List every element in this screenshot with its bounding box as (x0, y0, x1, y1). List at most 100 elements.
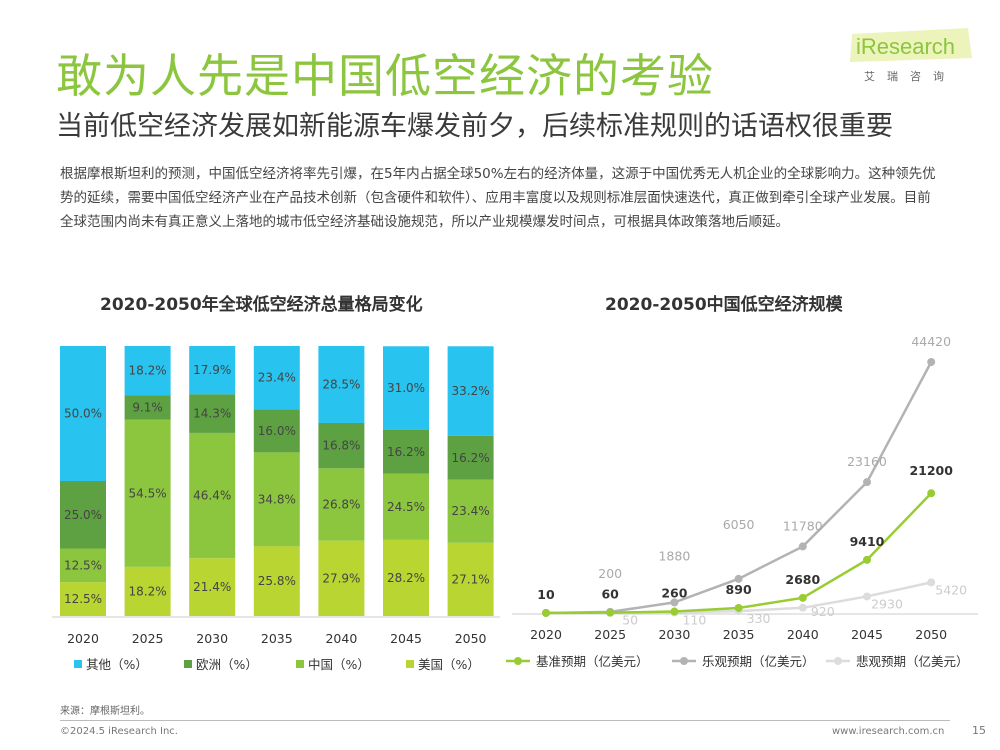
bar-data-label: 16.2% (452, 451, 490, 465)
x-tick-label: 2045 (390, 631, 422, 646)
page-subtitle: 当前低空经济发展如新能源车爆发前夕，后续标准规则的话语权很重要 (56, 111, 893, 142)
legend-label: 美国（%） (418, 657, 480, 672)
legend-swatch (406, 660, 414, 668)
bar-data-label: 23.4% (258, 371, 296, 385)
x-tick-label: 2045 (851, 627, 883, 642)
bar-data-label: 9.1% (132, 400, 163, 414)
x-tick-label: 2035 (261, 631, 293, 646)
bar-segment (253, 546, 300, 616)
bar-segment (447, 346, 494, 436)
bar-data-label: 25.0% (64, 508, 102, 522)
stacked-chart-title: 2020-2050年全球低空经济总量格局变化 (100, 295, 423, 315)
bar-segment (318, 468, 365, 541)
bar-segment (60, 346, 106, 481)
point-data-label: 1880 (658, 548, 690, 563)
bar-segment (383, 473, 429, 540)
bar-segment (253, 409, 300, 453)
stacked-bar-chart: 12.5% 12.5% 25.0% 50.0% 2020 18.2% 54.5% 9.1% 18… (52, 346, 500, 672)
page-title: 敢为人先是中国低空经济的考验 (56, 49, 714, 103)
x-tick-label: 2020 (67, 631, 99, 646)
bar-data-label: 34.8% (258, 492, 296, 506)
bar-segment (124, 395, 171, 420)
bar-data-label: 14.3% (193, 407, 231, 421)
logo-banner (850, 28, 972, 62)
point-data-label: 6050 (723, 517, 755, 532)
bar-data-label: 16.2% (387, 445, 425, 459)
legend-marker (680, 657, 688, 665)
point-data-label: 890 (726, 582, 752, 597)
data-point (798, 593, 807, 602)
source-note: 来源：摩根斯坦利。 (60, 706, 150, 717)
x-tick-label: 2040 (325, 631, 357, 646)
data-point (734, 603, 743, 612)
bar-segment (447, 542, 494, 616)
bar-data-label: 18.2% (129, 584, 167, 598)
data-point (670, 607, 679, 616)
page-number: 15 (972, 724, 986, 737)
bar-segment (447, 435, 494, 480)
point-data-label: 2680 (785, 572, 820, 587)
website-link[interactable]: www.iresearch.com.cn (832, 726, 945, 737)
bar-data-label: 28.5% (322, 377, 360, 391)
legend-label: 中国（%） (308, 657, 370, 672)
bar-segment (318, 540, 365, 616)
x-tick-label: 2050 (915, 627, 947, 642)
bar-data-label: 31.0% (387, 381, 425, 395)
bar-data-label: 46.4% (193, 489, 231, 503)
data-point (927, 578, 936, 587)
bar-segment (60, 481, 106, 549)
bar-data-label: 16.8% (322, 439, 360, 453)
bar-segment (383, 429, 429, 474)
bar-segment (60, 548, 106, 583)
x-tick-label: 2030 (196, 631, 228, 646)
legend-label: 欧洲（%） (196, 657, 258, 672)
point-data-label: 110 (682, 612, 706, 627)
bar-data-label: 17.9% (193, 363, 231, 377)
legend-marker (834, 657, 842, 665)
point-data-label: 11780 (783, 518, 823, 533)
logo-subtext: 艾瑞咨询 (864, 70, 956, 83)
bar-segment (383, 539, 429, 616)
legend-label: 乐观预期（亿美元） (702, 654, 815, 669)
bar-segment (60, 582, 106, 616)
bar-data-label: 33.2% (452, 384, 490, 398)
bar-segment (124, 566, 171, 616)
bar-segment (189, 432, 236, 559)
point-data-label: 9410 (850, 534, 885, 549)
data-point (863, 555, 871, 564)
data-point (542, 608, 550, 617)
bar-data-label: 24.5% (387, 500, 425, 514)
data-point (734, 574, 743, 583)
bar-data-label: 12.5% (64, 592, 102, 606)
point-data-label: 2930 (871, 596, 903, 611)
bar-segment (253, 346, 300, 410)
x-tick-label: 2035 (723, 627, 755, 642)
bar-segment (189, 558, 236, 616)
iresearch-logo: iResearch 艾瑞咨询 (848, 28, 973, 88)
data-point (798, 542, 807, 551)
line-chart-title: 2020-2050中国低空经济规模 (605, 295, 843, 315)
point-data-label: 10 (537, 587, 555, 602)
legend-swatch (184, 660, 192, 668)
footer-divider (60, 720, 950, 721)
x-tick-label: 2050 (455, 631, 487, 646)
bar-data-label: 28.2% (387, 571, 425, 585)
legend-marker (514, 657, 522, 665)
bar-segment (447, 479, 494, 543)
bar-segment (318, 422, 365, 469)
copyright-text: ©2024.5 iResearch Inc. (60, 726, 178, 737)
x-tick-label: 2040 (787, 627, 819, 642)
data-point (798, 603, 807, 612)
data-point (670, 598, 679, 607)
legend-label: 其他（%） (86, 657, 148, 672)
point-data-label: 5420 (935, 582, 967, 597)
point-data-label: 60 (601, 587, 619, 602)
bar-data-label: 12.5% (64, 558, 102, 572)
point-data-label: 23160 (847, 454, 887, 469)
point-data-label: 44420 (911, 334, 951, 349)
x-tick-label: 2020 (530, 627, 562, 642)
bar-segment (253, 452, 300, 547)
data-point (927, 489, 936, 498)
legend-swatch (74, 660, 82, 668)
bar-segment (318, 346, 365, 423)
